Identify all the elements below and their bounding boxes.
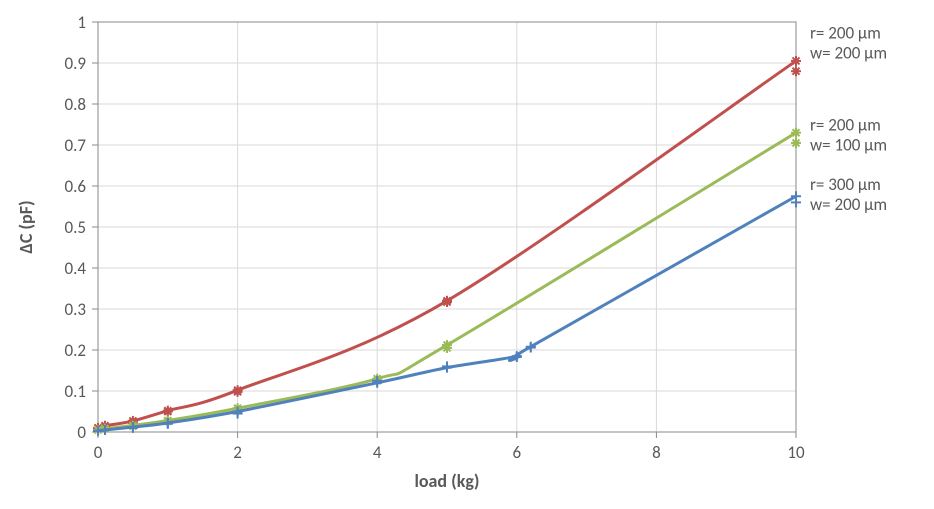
svg-text:0.2: 0.2: [64, 340, 86, 361]
svg-text:8: 8: [652, 442, 661, 463]
svg-text:0.6: 0.6: [64, 176, 86, 197]
series-label-s2-line0: r= 200 μm: [810, 115, 881, 136]
series-label-s3-line0: r= 300 μm: [810, 174, 881, 195]
svg-text:0.8: 0.8: [64, 94, 86, 115]
series-label-s1-line0: r= 200 μm: [810, 22, 881, 43]
svg-text:6: 6: [512, 442, 521, 463]
chart-container: 00.10.20.30.40.50.60.70.80.910246810load…: [0, 0, 934, 509]
svg-text:0.9: 0.9: [64, 53, 86, 74]
series-label-s3-line1: w= 200 μm: [810, 194, 887, 215]
svg-text:0.4: 0.4: [64, 258, 86, 279]
svg-text:ΔC (pF): ΔC (pF): [15, 200, 37, 253]
svg-text:1: 1: [77, 12, 86, 33]
svg-text:10: 10: [787, 442, 805, 463]
chart-svg: 00.10.20.30.40.50.60.70.80.910246810load…: [0, 0, 934, 509]
svg-text:0.3: 0.3: [64, 299, 86, 320]
svg-text:0.7: 0.7: [64, 135, 86, 156]
svg-text:2: 2: [233, 442, 242, 463]
svg-text:4: 4: [373, 442, 382, 463]
series-label-s1-line1: w= 200 μm: [810, 42, 887, 63]
svg-text:0.5: 0.5: [64, 217, 86, 238]
svg-text:0.1: 0.1: [64, 381, 86, 402]
svg-text:0: 0: [94, 442, 103, 463]
svg-text:load (kg): load (kg): [414, 470, 479, 492]
svg-text:0: 0: [77, 422, 86, 443]
series-label-s2-line1: w= 100 μm: [810, 135, 887, 156]
